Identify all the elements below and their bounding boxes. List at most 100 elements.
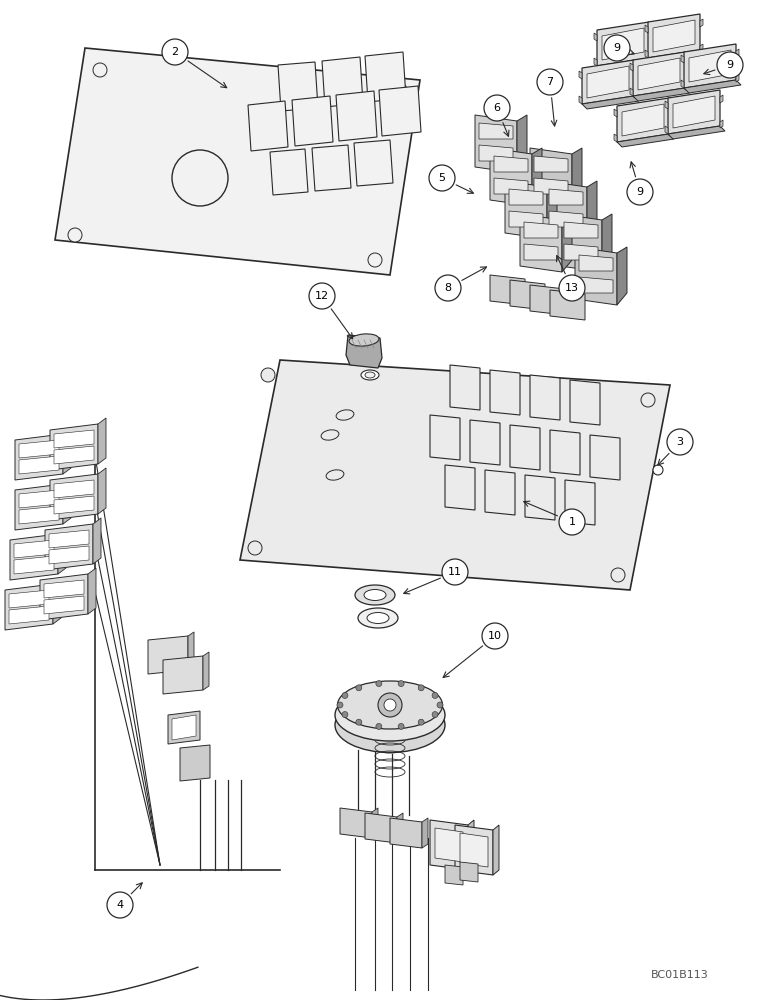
Ellipse shape xyxy=(335,698,445,752)
Circle shape xyxy=(376,681,382,687)
Polygon shape xyxy=(549,211,583,227)
Polygon shape xyxy=(575,247,617,305)
Polygon shape xyxy=(649,52,652,60)
Polygon shape xyxy=(630,63,633,71)
Polygon shape xyxy=(188,632,194,670)
Polygon shape xyxy=(509,211,543,227)
Polygon shape xyxy=(565,480,595,525)
Polygon shape xyxy=(397,813,403,843)
Polygon shape xyxy=(720,95,723,103)
Polygon shape xyxy=(54,446,94,464)
Circle shape xyxy=(437,702,443,708)
Ellipse shape xyxy=(361,370,379,380)
Text: 11: 11 xyxy=(448,567,462,577)
Text: 4: 4 xyxy=(116,900,124,910)
Ellipse shape xyxy=(336,410,354,420)
Polygon shape xyxy=(19,440,59,458)
Polygon shape xyxy=(372,808,378,838)
Ellipse shape xyxy=(321,430,339,440)
Text: 6: 6 xyxy=(494,103,500,113)
Polygon shape xyxy=(622,104,664,136)
Circle shape xyxy=(611,568,625,582)
Polygon shape xyxy=(685,82,688,90)
Circle shape xyxy=(482,623,508,649)
Ellipse shape xyxy=(355,585,395,605)
Circle shape xyxy=(435,275,461,301)
Polygon shape xyxy=(475,115,517,173)
Polygon shape xyxy=(648,14,700,58)
Polygon shape xyxy=(689,50,731,82)
Circle shape xyxy=(432,712,438,718)
Polygon shape xyxy=(594,33,597,41)
Polygon shape xyxy=(649,27,652,35)
Polygon shape xyxy=(560,214,602,272)
Polygon shape xyxy=(579,255,613,271)
Polygon shape xyxy=(614,109,617,117)
Polygon shape xyxy=(54,480,94,498)
Circle shape xyxy=(342,712,348,718)
Text: 12: 12 xyxy=(315,291,329,301)
Polygon shape xyxy=(479,123,513,139)
Polygon shape xyxy=(54,430,94,448)
Polygon shape xyxy=(597,22,649,66)
Polygon shape xyxy=(534,156,568,172)
Polygon shape xyxy=(5,584,53,630)
Polygon shape xyxy=(681,80,684,88)
Polygon shape xyxy=(669,128,672,136)
Polygon shape xyxy=(562,214,572,272)
Polygon shape xyxy=(602,214,612,272)
Polygon shape xyxy=(55,48,420,275)
Polygon shape xyxy=(653,20,695,52)
Circle shape xyxy=(384,699,396,711)
Circle shape xyxy=(342,692,348,698)
Polygon shape xyxy=(248,101,288,151)
Polygon shape xyxy=(468,820,474,870)
Ellipse shape xyxy=(367,612,389,624)
Circle shape xyxy=(68,228,82,242)
Polygon shape xyxy=(550,290,585,320)
Polygon shape xyxy=(617,247,627,305)
Ellipse shape xyxy=(358,608,398,628)
Polygon shape xyxy=(49,530,89,548)
Polygon shape xyxy=(45,524,93,570)
Polygon shape xyxy=(460,833,488,867)
Circle shape xyxy=(432,692,438,698)
Polygon shape xyxy=(15,434,63,480)
Polygon shape xyxy=(665,126,668,134)
Polygon shape xyxy=(669,103,672,111)
Polygon shape xyxy=(63,478,71,524)
Polygon shape xyxy=(19,506,59,524)
Polygon shape xyxy=(50,474,98,520)
Polygon shape xyxy=(44,580,84,598)
Polygon shape xyxy=(545,181,587,239)
Polygon shape xyxy=(270,149,308,195)
Circle shape xyxy=(93,63,107,77)
Polygon shape xyxy=(493,825,499,875)
Circle shape xyxy=(376,723,382,729)
Text: BC01B113: BC01B113 xyxy=(651,970,709,980)
Polygon shape xyxy=(322,57,363,107)
Text: 3: 3 xyxy=(676,437,684,447)
Polygon shape xyxy=(278,62,318,111)
Polygon shape xyxy=(98,418,106,464)
Circle shape xyxy=(653,465,663,475)
Circle shape xyxy=(368,253,382,267)
Polygon shape xyxy=(479,145,513,161)
Polygon shape xyxy=(14,540,54,558)
Polygon shape xyxy=(549,189,583,205)
Polygon shape xyxy=(312,145,351,191)
Polygon shape xyxy=(614,134,617,142)
Polygon shape xyxy=(597,58,654,71)
Text: 2: 2 xyxy=(171,47,179,57)
Polygon shape xyxy=(505,181,547,239)
Polygon shape xyxy=(736,49,739,57)
Polygon shape xyxy=(700,44,703,52)
Polygon shape xyxy=(564,244,598,260)
Ellipse shape xyxy=(326,470,344,480)
Circle shape xyxy=(261,368,275,382)
Polygon shape xyxy=(550,430,580,475)
Polygon shape xyxy=(168,711,200,744)
Circle shape xyxy=(356,685,362,691)
Polygon shape xyxy=(148,636,188,674)
Polygon shape xyxy=(645,50,648,58)
